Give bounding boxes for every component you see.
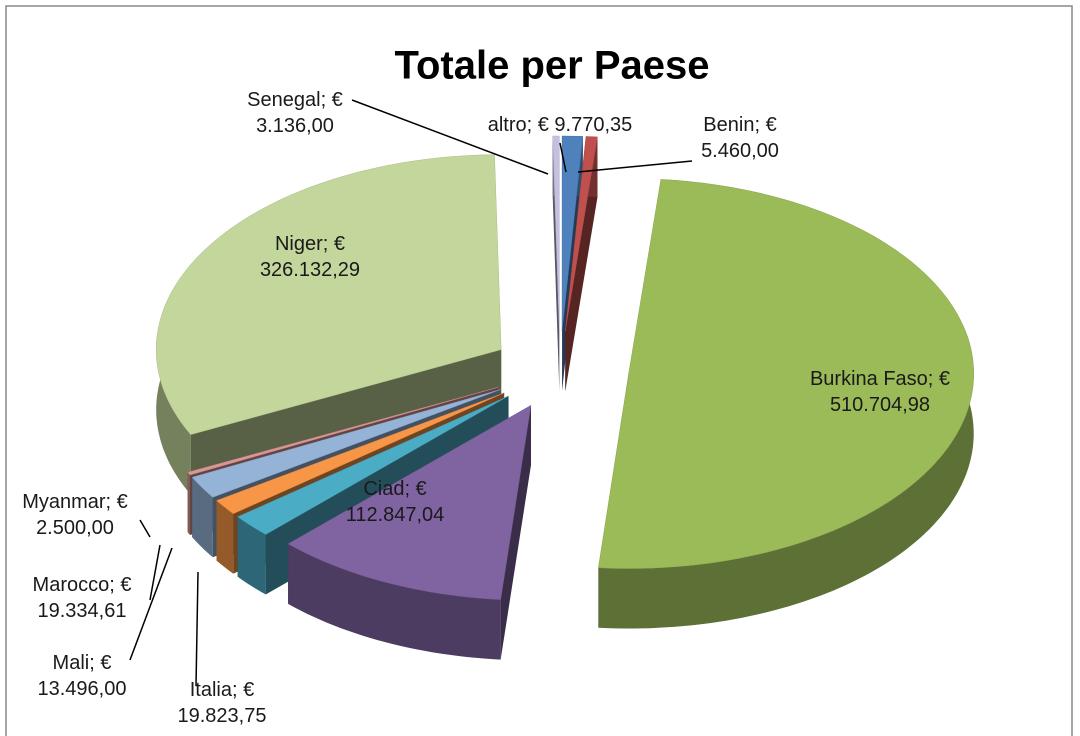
slice-wall [288, 543, 501, 660]
data-label: Burkina Faso; € 510.704,98 [809, 368, 951, 416]
leader-line [559, 142, 567, 173]
slice [552, 135, 560, 332]
leader-line [149, 544, 161, 601]
slice-side [552, 136, 560, 392]
slice [565, 136, 598, 332]
leader-line [139, 519, 151, 538]
slice-wall [187, 472, 190, 535]
slice [155, 154, 502, 435]
slice [561, 135, 584, 332]
data-label: Mali; € 13.496,00 [37, 652, 127, 700]
slice-wall [216, 500, 234, 574]
leader-line [129, 547, 173, 661]
leader-line [195, 571, 199, 687]
data-label: Senegal; € 3.136,00 [247, 89, 343, 137]
chart-title: Totale per Paese [394, 43, 710, 88]
data-label: altro; € 9.770,35 [487, 114, 633, 136]
slice [187, 387, 499, 476]
slice-wall [237, 516, 266, 595]
data-label: Italia; € 19.823,75 [177, 679, 267, 727]
slice [598, 179, 974, 569]
slice-side [237, 395, 509, 577]
slice [216, 392, 505, 514]
data-label: Niger; € 326.132,29 [259, 233, 361, 281]
data-label: Ciad; € 112.847,04 [345, 478, 445, 526]
leader-line [351, 99, 549, 175]
slice [237, 395, 509, 535]
data-label: Benin; € 5.460,00 [701, 114, 779, 162]
chart-border [5, 5, 1073, 736]
slice [287, 404, 532, 600]
slice-wall [192, 477, 213, 558]
data-label: Marocco; € 19.334,61 [32, 574, 132, 622]
leader-line [577, 160, 693, 173]
slice [191, 389, 501, 498]
slice-side [565, 136, 598, 392]
data-label: Myanmar; € 2.500,00 [22, 491, 128, 539]
